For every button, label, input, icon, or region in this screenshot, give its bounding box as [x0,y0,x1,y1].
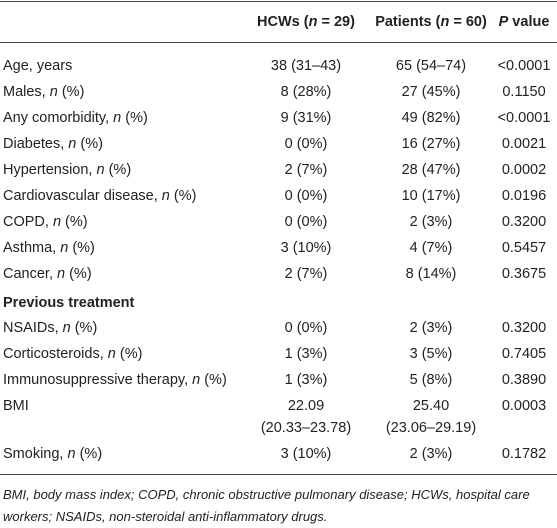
row-label: Cancer, n (%) [3,266,92,282]
cell-value: 2 (7%) [284,162,328,178]
cell-value: 10 (17%) [401,188,461,204]
row-label: Cardiovascular disease, n (%) [3,188,197,204]
cell-value: 8 (28%) [280,84,332,100]
cell-value: 4 (7%) [409,240,453,256]
row-label: Any comorbidity, n (%) [3,110,148,126]
row-label: Asthma, n (%) [3,240,95,256]
cell-value: 0 (0%) [284,188,328,204]
cell-value: 0.0196 [501,188,547,204]
cell-value: 9 (31%) [280,110,332,126]
footnote: BMI, body mass index; COPD, chronic obst… [3,487,530,524]
row-label: Smoking, n (%) [3,446,103,462]
cell-value: 49 (82%) [401,110,461,126]
cell-value: 22.09 [287,398,325,414]
cell-value: 0.5457 [501,240,547,256]
cell-value: 65 (54–74) [395,58,467,74]
row-label: BMI [3,398,29,414]
cell-value: 25.40 [412,398,450,414]
cell-value: (20.33–23.78) [260,420,352,436]
column-header: P value [498,14,550,30]
cell-value: 2 (7%) [284,266,328,282]
cell-value: <0.0001 [497,58,551,74]
cell-value: 2 (3%) [409,320,453,336]
cell-value: 5 (8%) [409,372,453,388]
cell-value: 38 (31–43) [270,58,342,74]
cell-value: 3 (5%) [409,346,453,362]
bottom-rule [0,474,557,475]
cell-value: 16 (27%) [401,136,461,152]
row-label: Diabetes, n (%) [3,136,103,152]
cell-value: 3 (10%) [280,240,332,256]
cell-value: 0.3675 [501,266,547,282]
row-label: Hypertension, n (%) [3,162,132,178]
cell-value: 0.0002 [501,162,547,178]
cell-value: 27 (45%) [401,84,461,100]
cell-value: 0.3200 [501,320,547,336]
cell-value: 0.3200 [501,214,547,230]
cell-value: 0.0003 [501,398,547,414]
cell-value: 1 (3%) [284,372,328,388]
cell-value: 0 (0%) [284,214,328,230]
cell-value: 0.1782 [501,446,547,462]
row-label: Corticosteroids, n (%) [3,346,143,362]
cell-value: 2 (3%) [409,446,453,462]
cell-value: 1 (3%) [284,346,328,362]
cell-value: 2 (3%) [409,214,453,230]
cell-value: 8 (14%) [405,266,457,282]
cell-value: <0.0001 [497,110,551,126]
top-rule [0,1,557,2]
cell-value: (23.06–29.19) [385,420,477,436]
column-header: HCWs (n = 29) [257,14,355,30]
cell-value: 0.1150 [502,84,546,100]
header-rule [0,42,557,43]
cell-value: 3 (10%) [280,446,332,462]
section-label: Previous treatment [3,295,135,311]
cell-value: 0 (0%) [284,136,328,152]
row-label: NSAIDs, n (%) [3,320,98,336]
row-label: Immunosuppressive therapy, n (%) [3,372,227,388]
cell-value: 0.3890 [501,372,547,388]
column-header: Patients (n = 60) [375,14,487,30]
row-label: COPD, n (%) [3,214,88,230]
cell-value: 28 (47%) [401,162,461,178]
row-label: Age, years [3,58,73,74]
cell-value: 0 (0%) [284,320,328,336]
cell-value: 0.7405 [501,346,547,362]
cell-value: 0.0021 [501,136,547,152]
row-label: Males, n (%) [3,84,85,100]
